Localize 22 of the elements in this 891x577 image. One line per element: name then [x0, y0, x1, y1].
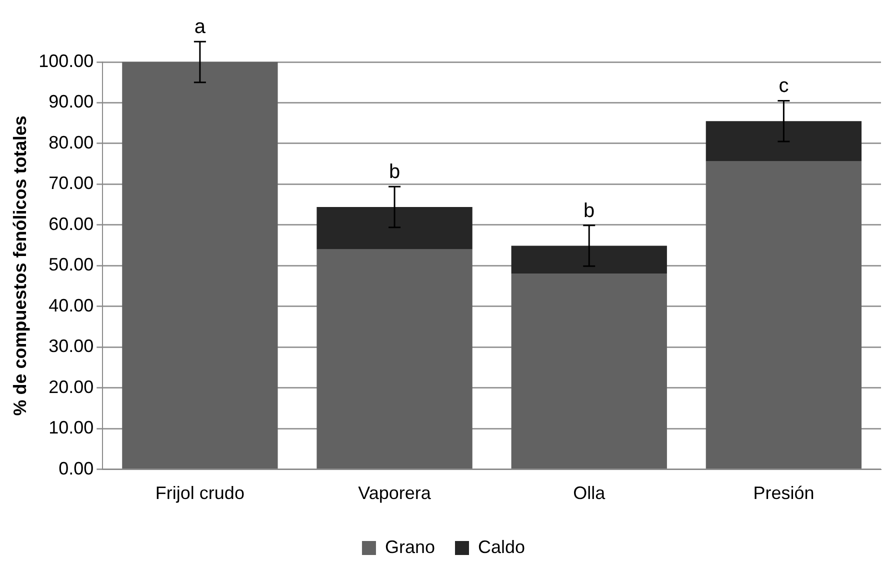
- legend-label: Caldo: [478, 536, 526, 557]
- y-tick-label: 30.00: [48, 336, 94, 356]
- x-tick-label: Olla: [573, 483, 606, 504]
- y-tick-label: 70.00: [48, 173, 94, 194]
- x-tick-label: Frijol crudo: [155, 483, 244, 504]
- annotation: a: [194, 16, 206, 38]
- x-tick-label: Vaporera: [358, 483, 432, 504]
- legend-label: Grano: [384, 536, 435, 557]
- y-tick-label: 60.00: [48, 214, 94, 234]
- y-tick-label: 40.00: [48, 295, 94, 316]
- y-tick-label: 100.00: [38, 50, 94, 71]
- x-tick-label: Presión: [753, 483, 814, 504]
- annotation: b: [584, 200, 595, 222]
- annotation: b: [388, 161, 400, 184]
- y-tick-label: 20.00: [48, 376, 94, 397]
- y-axis-title: % de compuestos fenólicos totales: [10, 116, 30, 416]
- annotation: c: [778, 75, 789, 98]
- y-tick-label: 50.00: [48, 254, 94, 275]
- y-tick-label: 90.00: [48, 92, 94, 112]
- y-tick-label: 0.00: [58, 458, 94, 478]
- y-tick-label: 80.00: [48, 132, 94, 152]
- y-tick-label: 10.00: [48, 418, 94, 438]
